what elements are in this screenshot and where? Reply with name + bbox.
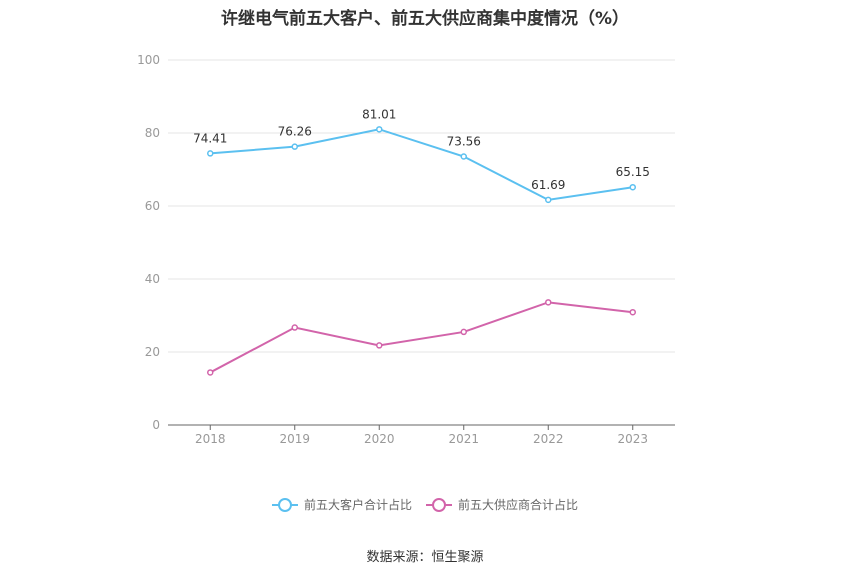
chart-title: 许继电气前五大客户、前五大供应商集中度情况（%） — [220, 9, 630, 29]
x-tick-label-2018: 2018 — [195, 432, 226, 446]
y-tick-label-40: 40 — [145, 272, 160, 286]
data-point-s0-2021 — [460, 153, 467, 160]
y-tick-label-80: 80 — [145, 126, 160, 140]
y-tick-label-100: 100 — [137, 53, 160, 67]
y-tick-label-20: 20 — [145, 345, 160, 359]
axis-layer: 0 20 40 60 80 100 2018 2019 2020 2021 2022 2023 — [137, 53, 675, 446]
x-tick-label-2023: 2023 — [617, 432, 648, 446]
y-tick-label-0: 0 — [152, 418, 160, 432]
data-label-s0-2023: 65.15 — [616, 165, 650, 179]
grid-layer — [168, 59, 675, 353]
data-point-s0-2019 — [291, 143, 298, 150]
data-point-s1-2019 — [291, 324, 298, 331]
x-tick-label-2021: 2021 — [448, 432, 479, 446]
data-point-s1-2021 — [460, 328, 467, 336]
x-tick-label-2022: 2022 — [533, 432, 564, 446]
data-point-s1-2023 — [629, 308, 636, 316]
series-line-0 — [210, 128, 633, 201]
data-point-s0-2020 — [376, 126, 383, 133]
data-point-s1-2020 — [376, 342, 383, 349]
data-label-s0-2022: 61.69 — [531, 178, 565, 192]
legend-swatch-customers — [271, 497, 298, 512]
x-tick-label-2020: 2020 — [364, 432, 395, 446]
series-line-1 — [209, 301, 633, 374]
legend: 前五大客户合计占比 前五大供应商合计占比 — [0, 496, 850, 513]
label-layer: 74.41 76.26 81.01 73.56 61.69 65.15 — [193, 107, 650, 192]
legend-item-customers[interactable]: 前五大客户合计占比 — [271, 496, 412, 513]
legend-label-customers: 前五大客户合计占比 — [303, 498, 412, 512]
legend-item-suppliers[interactable]: 前五大供应商合计占比 — [426, 496, 578, 513]
legend-label-suppliers: 前五大供应商合计占比 — [458, 498, 579, 512]
data-label-s0-2018: 74.41 — [193, 131, 227, 145]
x-tick-label-2019: 2019 — [279, 432, 310, 446]
data-point-s1-2018 — [207, 369, 214, 376]
data-label-s0-2020: 81.01 — [362, 107, 396, 121]
y-tick-label-60: 60 — [145, 199, 160, 213]
data-point-s0-2023 — [629, 183, 636, 191]
data-label-s0-2019: 76.26 — [278, 125, 312, 139]
data-label-s0-2021: 73.56 — [447, 135, 481, 149]
series-layer — [207, 126, 636, 376]
legend-swatch-suppliers — [426, 497, 452, 512]
data-point-s0-2022 — [545, 196, 552, 204]
data-source: 数据来源：恒生聚源 — [366, 550, 484, 565]
data-point-s0-2018 — [207, 150, 214, 157]
data-point-s1-2022 — [545, 299, 552, 306]
